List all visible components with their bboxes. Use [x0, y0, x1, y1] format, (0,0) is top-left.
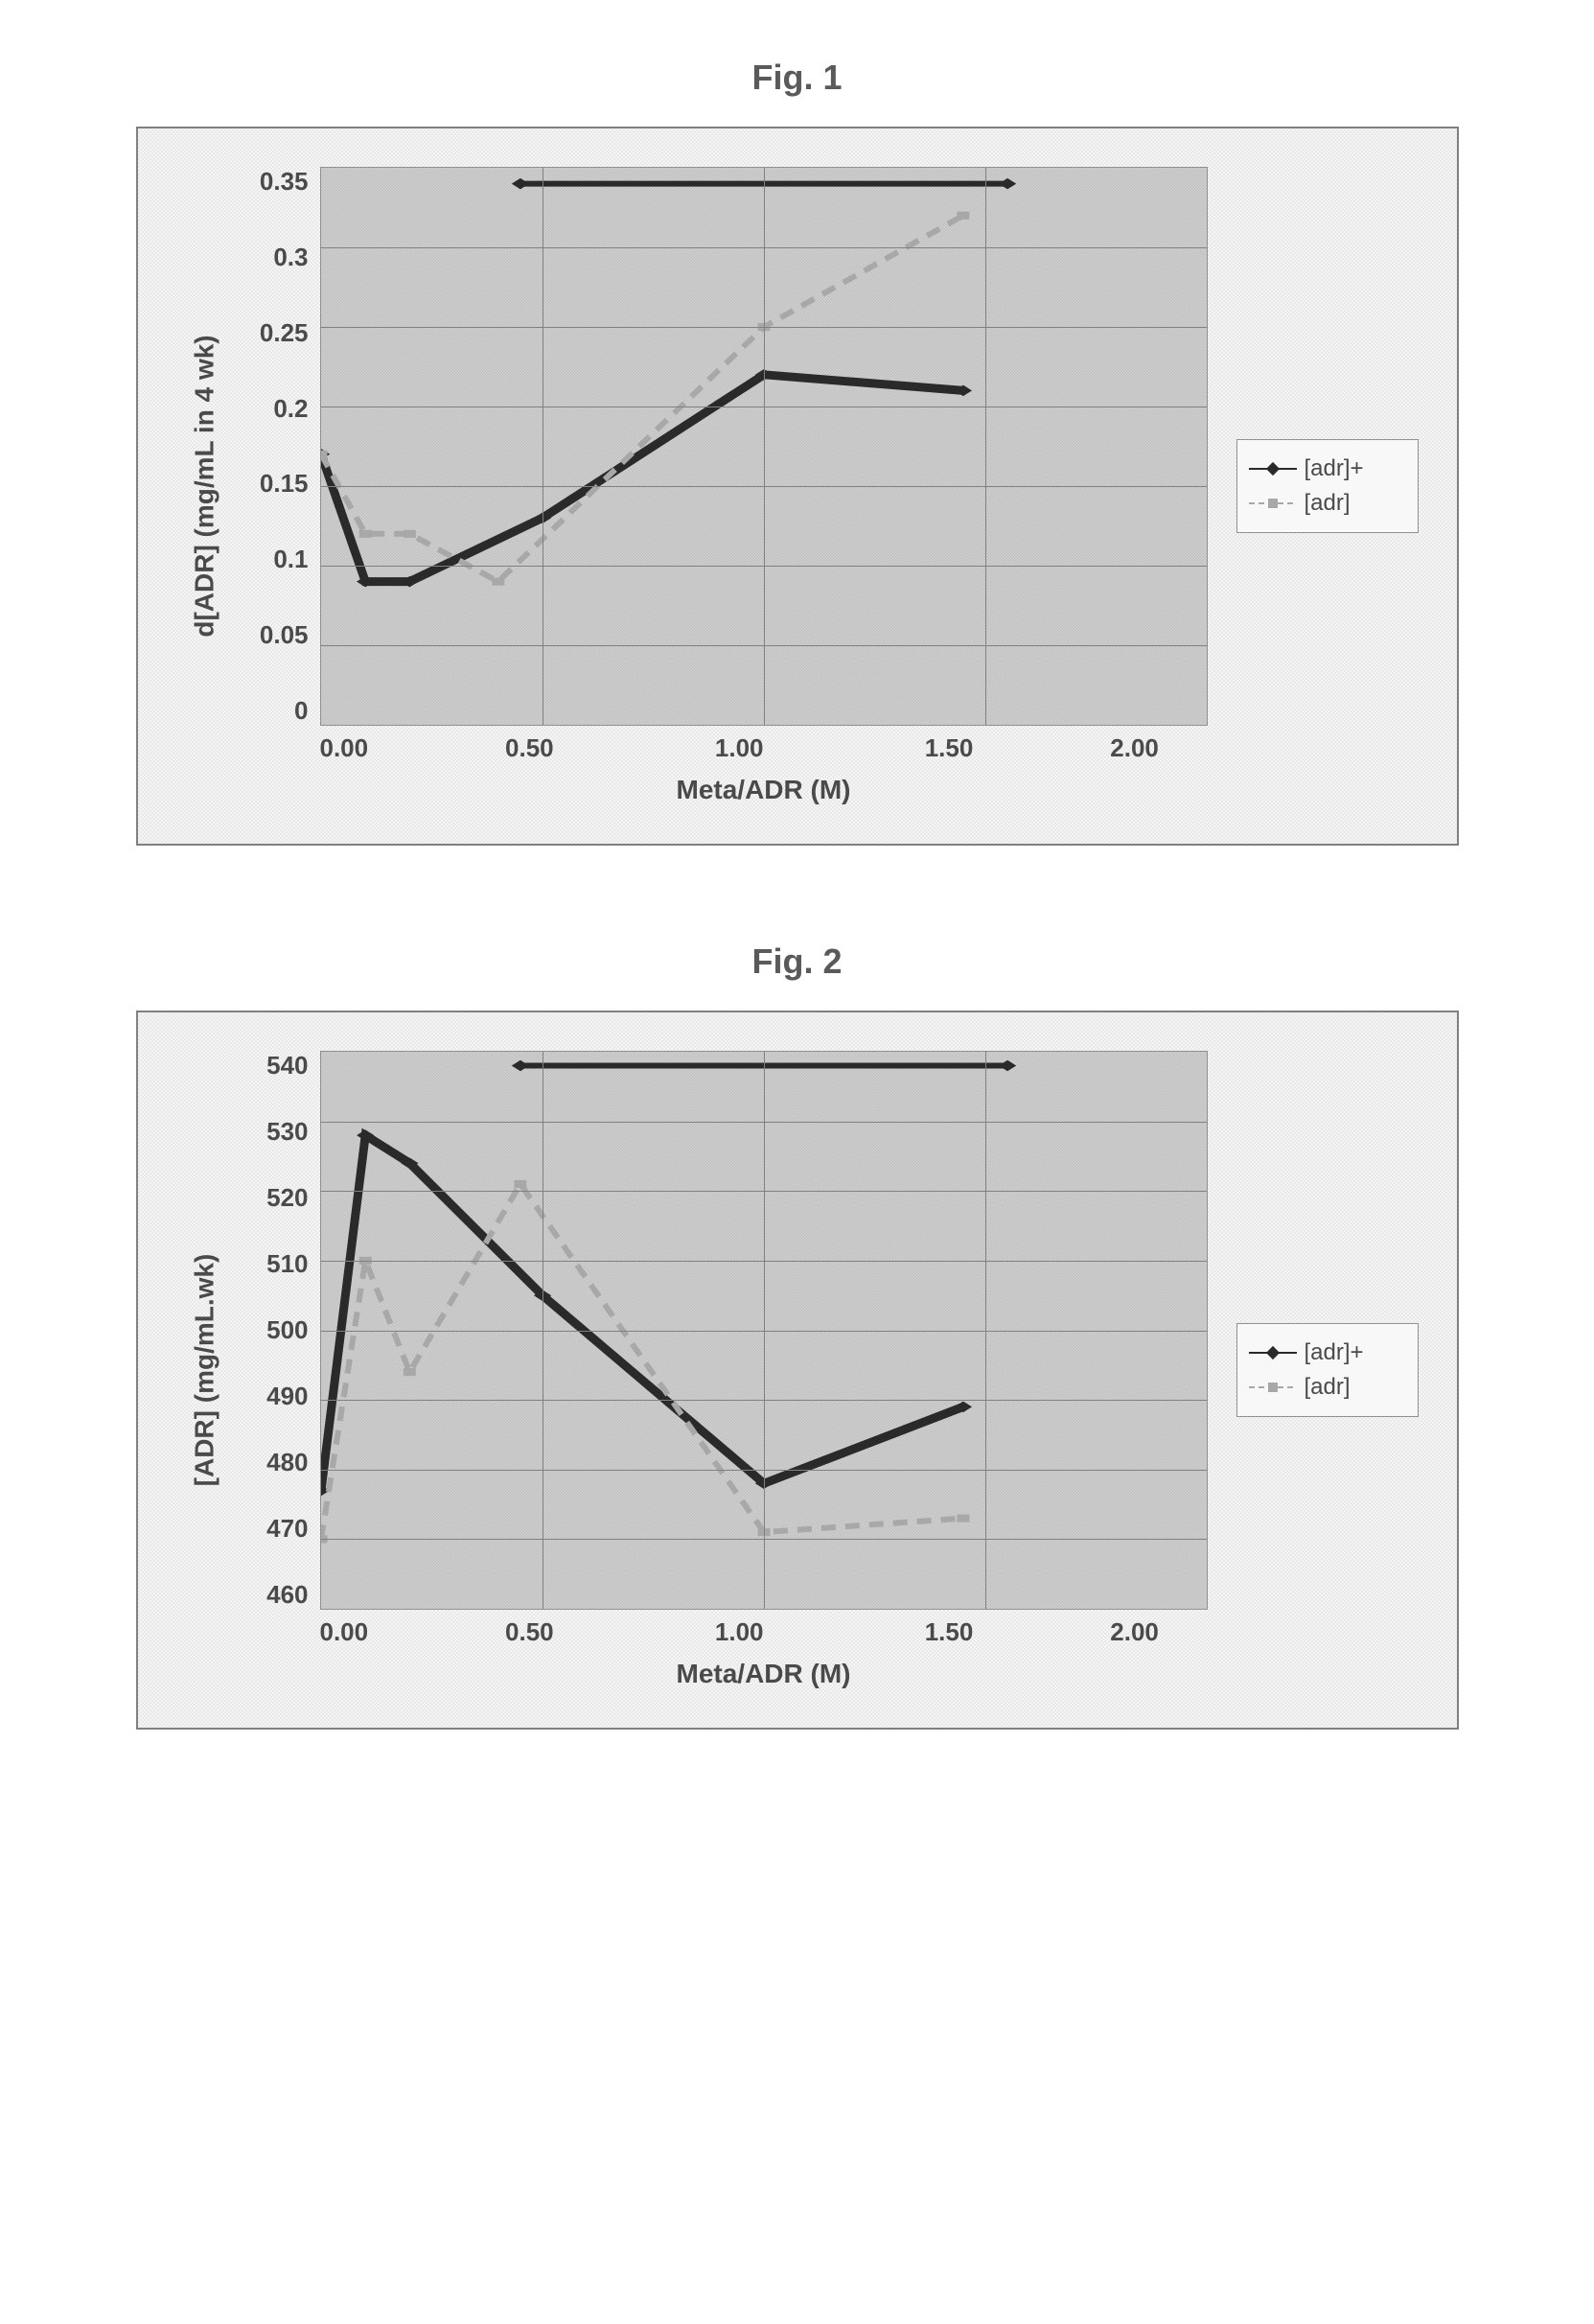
square-marker-icon [1268, 499, 1278, 508]
plot-yticks-1: 0.35 0.3 0.25 0.2 0.15 0.1 0.05 0 [234, 167, 1208, 726]
ytick-label: 0.25 [260, 318, 309, 348]
topbar-endpoint [998, 178, 1015, 190]
series-marker [957, 1515, 969, 1522]
xtick-label: 0.50 [505, 733, 554, 763]
ytick-label: 0.15 [260, 469, 309, 499]
topbar-endpoint [511, 1060, 528, 1072]
ylabel-2: [ADR] (mg/mL.wk) [190, 1254, 220, 1487]
legend-item-2a: [adr]+ [1249, 1336, 1406, 1370]
xtick-label: 0.00 [320, 733, 369, 763]
figure-1: Fig. 1 d[ADR] (mg/mL in 4 wk) 0.35 0.3 0.2… [115, 58, 1479, 846]
ytick-label: 0.2 [273, 394, 308, 424]
gridline-v [764, 168, 765, 725]
legend-1: [adr]+ [adr] [1236, 439, 1419, 533]
figure-1-title: Fig. 1 [751, 58, 842, 98]
xtick-label: 1.50 [925, 1617, 974, 1647]
series-marker [321, 451, 327, 458]
legend-line-dashed [1249, 502, 1297, 504]
legend-line-solid [1249, 1352, 1297, 1354]
ytick-label: 0.35 [260, 167, 309, 197]
legend-label-1a: [adr]+ [1305, 455, 1364, 482]
xticks-1: 0.00 0.50 1.00 1.50 2.00 [320, 726, 1208, 763]
series-line [321, 1184, 963, 1539]
figure-2: Fig. 2 [ADR] (mg/mL.wk) 540 530 520 510 500 4… [115, 941, 1479, 1730]
xlabel-2: Meta/ADR (M) [320, 1659, 1208, 1689]
topbar-endpoint [998, 1060, 1015, 1072]
plot-area-2 [320, 1051, 1208, 1610]
ytick-label: 540 [266, 1051, 308, 1081]
legend-label-1b: [adr] [1305, 490, 1351, 517]
yticks-1: 0.35 0.3 0.25 0.2 0.15 0.1 0.05 0 [234, 167, 320, 726]
plot-wrapper-1: 0.35 0.3 0.25 0.2 0.15 0.1 0.05 0 0.00 0.50 1.00 1… [234, 167, 1208, 805]
ytick-label: 510 [266, 1249, 308, 1279]
ytick-label: 0.1 [273, 545, 308, 574]
plot-area-1 [320, 167, 1208, 726]
ytick-label: 480 [266, 1448, 308, 1477]
ytick-label: 0.05 [260, 620, 309, 650]
ytick-label: 0.3 [273, 243, 308, 272]
series-line [321, 216, 963, 582]
chart-2-content: [ADR] (mg/mL.wk) 540 530 520 510 500 490 480 47… [176, 1051, 1419, 1689]
xtick-label: 1.50 [925, 733, 974, 763]
ytick-label: 470 [266, 1514, 308, 1544]
ytick-label: 500 [266, 1315, 308, 1345]
legend-2: [adr]+ [adr] [1236, 1323, 1419, 1417]
diamond-marker-icon [1265, 462, 1279, 476]
legend-label-2a: [adr]+ [1305, 1339, 1364, 1366]
yticks-2: 540 530 520 510 500 490 480 470 460 [234, 1051, 320, 1610]
xticks-row-2: 0.00 0.50 1.00 1.50 2.00 [320, 1610, 1208, 1647]
ylabel-container-2: [ADR] (mg/mL.wk) [176, 1051, 234, 1689]
series-marker [403, 1368, 415, 1376]
xtick-label: 2.00 [1110, 733, 1159, 763]
series-line [321, 1135, 963, 1490]
ytick-label: 490 [266, 1382, 308, 1411]
xtick-label: 1.00 [715, 1617, 764, 1647]
diamond-marker-icon [1265, 1346, 1279, 1360]
series-marker [957, 212, 969, 220]
chart-1: d[ADR] (mg/mL in 4 wk) 0.35 0.3 0.25 0.2 0.1… [136, 127, 1459, 846]
ytick-label: 0 [294, 696, 308, 726]
xticks-row-1: 0.00 0.50 1.00 1.50 2.00 [320, 726, 1208, 763]
xtick-label: 0.00 [320, 1617, 369, 1647]
series-marker [358, 530, 371, 538]
series-marker [514, 1180, 526, 1188]
ytick-label: 520 [266, 1183, 308, 1213]
ylabel-1: d[ADR] (mg/mL in 4 wk) [190, 335, 220, 637]
legend-line-solid [1249, 468, 1297, 470]
square-marker-icon [1268, 1383, 1278, 1392]
legend-label-2b: [adr] [1305, 1374, 1351, 1401]
xlabel-1: Meta/ADR (M) [320, 775, 1208, 805]
legend-line-dashed [1249, 1386, 1297, 1388]
xticks-2: 0.00 0.50 1.00 1.50 2.00 [320, 1610, 1208, 1647]
ylabel-container-1: d[ADR] (mg/mL in 4 wk) [176, 167, 234, 805]
chart-1-content: d[ADR] (mg/mL in 4 wk) 0.35 0.3 0.25 0.2 0.1… [176, 167, 1419, 805]
series-marker [403, 530, 415, 538]
legend-item-1a: [adr]+ [1249, 452, 1406, 486]
series-marker [492, 578, 504, 586]
legend-item-2b: [adr] [1249, 1370, 1406, 1405]
figure-2-title: Fig. 2 [751, 941, 842, 982]
plot-yticks-2: 540 530 520 510 500 490 480 470 460 [234, 1051, 1208, 1610]
xtick-label: 1.00 [715, 733, 764, 763]
plot-wrapper-2: 540 530 520 510 500 490 480 470 460 0.00 0.50 1.00… [234, 1051, 1208, 1689]
ytick-label: 460 [266, 1580, 308, 1610]
gridline-v [764, 1052, 765, 1609]
xtick-label: 2.00 [1110, 1617, 1159, 1647]
xtick-label: 0.50 [505, 1617, 554, 1647]
ytick-label: 530 [266, 1117, 308, 1147]
chart-2: [ADR] (mg/mL.wk) 540 530 520 510 500 490 480 47… [136, 1011, 1459, 1730]
gridline-v [985, 168, 986, 725]
legend-item-1b: [adr] [1249, 486, 1406, 521]
topbar-endpoint [511, 178, 528, 190]
gridline-v [985, 1052, 986, 1609]
